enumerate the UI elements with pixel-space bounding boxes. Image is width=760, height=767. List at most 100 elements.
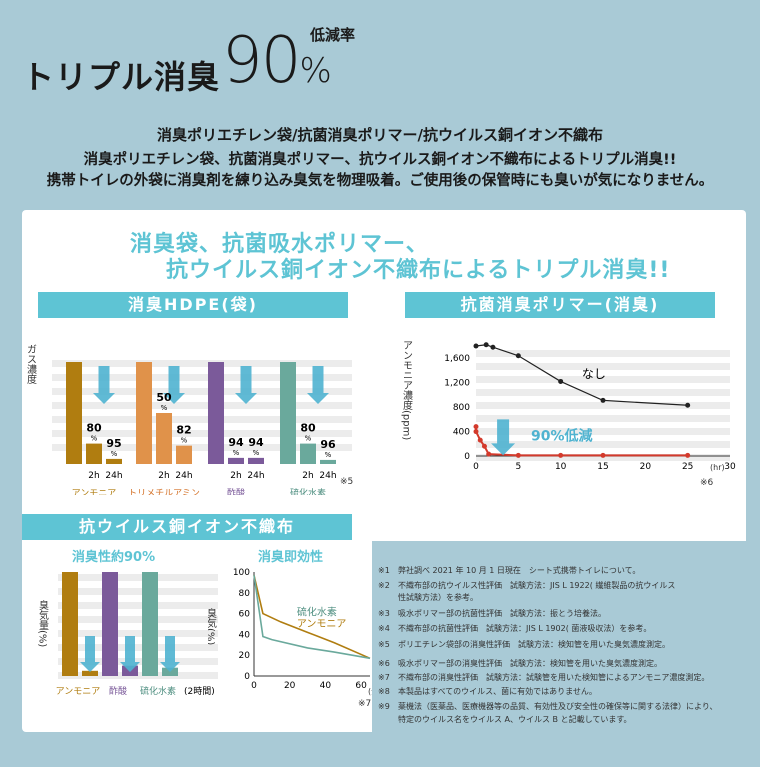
- chart1-value-label: 82: [176, 424, 191, 437]
- chart3-gridband: [58, 630, 218, 637]
- chart1-gridband: [52, 430, 352, 437]
- chart1-bar-after: [300, 443, 316, 464]
- chart4-legend-h2s: 硫化水素: [297, 606, 337, 619]
- footnote-line: ※5 ポリエチレン袋部の消臭性評価 試験方法：検知管を用いた臭気濃度測定。: [378, 639, 670, 650]
- footnote-mark: ※4: [378, 624, 390, 633]
- chart2-gridband: [476, 350, 730, 357]
- chart3-bar-before: [102, 572, 118, 676]
- chart2-ytick: 1,600: [444, 354, 470, 364]
- footnote-text: 不織布部の抗菌性評価 試験方法：JIS L 1902( 菌液吸収法）を参考。: [398, 624, 652, 633]
- footnote-line: ※4 不織布部の抗菌性評価 試験方法：JIS L 1902( 菌液吸収法）を参考。: [378, 623, 651, 634]
- chart4-ytick: 0: [244, 672, 250, 682]
- chart2-legend-none: なし: [582, 367, 606, 381]
- chart2-ytick: 0: [464, 452, 470, 462]
- chart1-unit-label: %: [111, 450, 118, 458]
- chart4-xtick: 60: [355, 681, 367, 691]
- chart1-value-label: 50: [156, 391, 172, 404]
- footnote-text: 薬機法（医薬品、医療機器等の品質、有効性及び安全性の確保等に関する法律）により、: [398, 702, 718, 711]
- chart2-xtick: 20: [640, 462, 652, 472]
- chart4-series-line: [253, 575, 371, 660]
- chart1-footnote: ※5: [340, 477, 353, 487]
- footnote-mark: ※2: [378, 581, 390, 590]
- chart3-gridband: [58, 644, 218, 651]
- footnote-mark: ※5: [378, 640, 390, 649]
- chart1-value-label: 94: [248, 436, 264, 449]
- chart1-time-label: 24h: [175, 471, 192, 481]
- chart2-ytick: 800: [453, 403, 470, 413]
- chart1-category-label: トリメチルアミン: [128, 488, 200, 495]
- chart1-arrow: [235, 366, 257, 404]
- chart2-svg: なし 90%低減 0 400 800 1,200 1,600 0 5 10 15 20 25 30 アン…: [401, 340, 736, 488]
- chart4-ytick: 80: [239, 589, 251, 599]
- chart2-ytick: 1,200: [444, 379, 470, 389]
- chart3-arrow: [160, 636, 180, 672]
- chart1-time-label: 2h: [302, 471, 313, 481]
- chart3-category-label: 酢酸: [109, 685, 127, 697]
- chart2-point: [685, 402, 691, 408]
- chart3-title: 抗ウイルス銅イオン不織布: [22, 514, 352, 540]
- footnote-text: 弊社調べ 2021 年 10 月 1 日現在 シート式携帯トイレについて。: [398, 566, 641, 575]
- chart3-arrow: [120, 636, 140, 672]
- footnote-text: 特定のウイルス名をウイルス A、ウイルス B と記載しています。: [398, 715, 632, 724]
- chart4-series-line: [253, 574, 371, 660]
- chart1-unit-label: %: [253, 449, 260, 457]
- chart1-arrow: [163, 366, 185, 404]
- chart2-point: [600, 397, 606, 403]
- chart1-svg: ガス濃度 80% 2h 95% 24h アンモニア 50% 2h 82% 24h トリメチルアミン…: [25, 344, 354, 495]
- chart1-gridband: [52, 402, 352, 409]
- chart1-category-label: 硫化水素: [290, 487, 326, 495]
- footnote-line: ※1 弊社調べ 2021 年 10 月 1 日現在 シート式携帯トイレについて。: [378, 565, 640, 576]
- chart1-bar-after: [320, 459, 336, 464]
- chart3-gridband: [58, 602, 218, 609]
- chart3-gridband: [58, 616, 218, 623]
- chart1-gridband: [52, 444, 352, 451]
- chart2-xtick: 5: [515, 462, 521, 472]
- chart1-bar-after: [248, 457, 264, 464]
- chart1-value-label: 80: [86, 422, 102, 435]
- chart4-legend-ammonia: アンモニア: [297, 619, 347, 630]
- chart3-bar-after: [82, 670, 98, 676]
- chart1-value-label: 95: [106, 437, 121, 450]
- footnote-line: 特定のウイルス名をウイルス A、ウイルス B と記載しています。: [378, 714, 632, 725]
- footnote-text: 本製品はすべてのウイルス、菌に有効ではありません。: [398, 687, 597, 696]
- footnote-text: 吸水ポリマー部の抗菌性評価 試験方法：振とう培養法。: [398, 609, 606, 618]
- chart2-ytick: 400: [453, 428, 470, 438]
- footnote-line: ※6 吸水ポリマー部の消臭性評価 試験方法：検知管を用いた臭気濃度測定。: [378, 658, 662, 669]
- chart1-gridband: [52, 360, 352, 367]
- chart2-point: [477, 437, 483, 443]
- chart2-arrow: [491, 419, 516, 456]
- chart4-ytick: 20: [239, 651, 251, 661]
- chart1-bar-initial: [208, 362, 224, 464]
- chart1-unit-label: %: [181, 437, 188, 445]
- chart2-point: [490, 344, 496, 350]
- body-line-2: 携帯トイレの外袋に消臭剤を練り込み臭気を物理吸着。ご使用後の保管時にも臭いが気に…: [46, 173, 714, 189]
- chart1-bar-initial: [136, 362, 152, 464]
- chart3-bar-before: [142, 572, 158, 676]
- chart2-gridband: [476, 363, 730, 370]
- chart1-unit-label: %: [325, 451, 332, 459]
- chart2-gridband: [476, 415, 730, 422]
- footnote-line: ※8 本製品はすべてのウイルス、菌に有効ではありません。: [378, 686, 597, 697]
- chart1-bar-after: [86, 443, 102, 464]
- chart1-arrow: [307, 366, 329, 404]
- footnote-line: ※2 不織布部の抗ウイルス性評価 試験方法：JIS L 1922( 繊維製品の抗ウ…: [378, 580, 675, 591]
- chart1-value-label: 94: [228, 436, 244, 449]
- chart2-footnote: ※6: [700, 478, 714, 488]
- footnote-text: ポリエチレン袋部の消臭性評価 試験方法：検知管を用いた臭気濃度測定。: [398, 640, 670, 649]
- chart1-unit-label: %: [233, 449, 240, 457]
- footnote-line: ※9 薬機法（医薬品、医療機器等の品質、有効性及び安全性の確保等に関する法律）によ…: [378, 701, 718, 712]
- chart2-point: [481, 443, 487, 449]
- chart3-subtitle: 消臭性約90%: [72, 550, 156, 565]
- chart1-time-label: 24h: [105, 471, 122, 481]
- chart2-point: [473, 429, 479, 435]
- panel-headline-2: 抗ウイルス銅イオン不織布によるトリプル消臭!!: [166, 258, 671, 283]
- chart3-gridband: [58, 588, 218, 595]
- chart3-category-label: 硫化水素: [140, 685, 176, 697]
- chart1-bar-after: [228, 457, 244, 464]
- chart4-xtick: 0: [251, 681, 257, 691]
- chart1-value-label: 96: [320, 438, 336, 451]
- chart2-ylabel: アンモニア濃度(ppm): [401, 340, 413, 440]
- chart4-ytick: 40: [239, 630, 251, 640]
- chart2-gridband: [476, 428, 730, 435]
